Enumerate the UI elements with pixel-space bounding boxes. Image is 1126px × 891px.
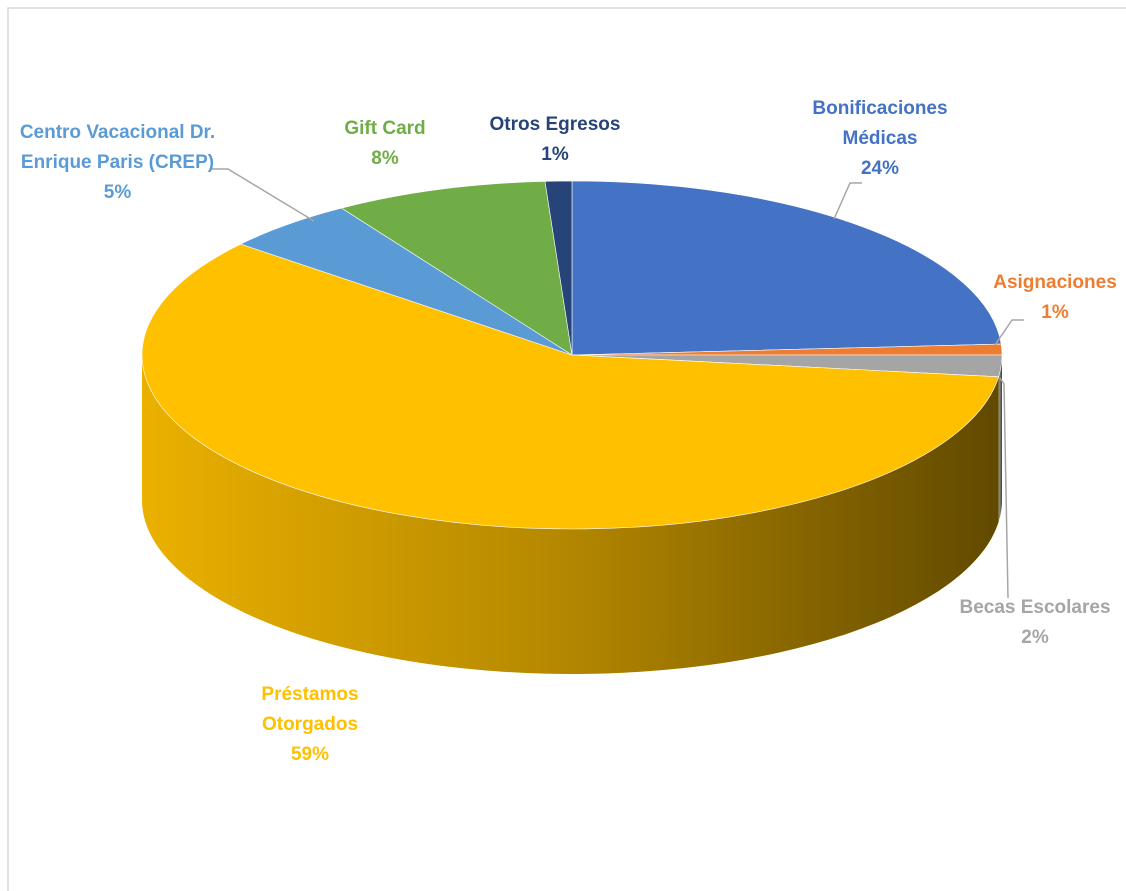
leader-line [833, 182, 862, 220]
data-label: Centro Vacacional Dr. Enrique Paris (CRE… [10, 118, 225, 208]
slice-name: Asignaciones [993, 272, 1117, 293]
pie-sides [142, 355, 1002, 674]
pie-slice [544, 180, 573, 356]
slice-name: Préstamos Otorgados [261, 684, 359, 735]
slice-name: Becas Escolares [959, 597, 1111, 618]
side-shade [998, 355, 1002, 522]
data-label: Asignaciones 1% [975, 268, 1126, 328]
leader-line [999, 377, 1009, 599]
slice-percent: 2% [1021, 627, 1049, 648]
data-label: Gift Card 8% [330, 114, 440, 174]
data-label: Becas Escolares 2% [920, 593, 1126, 653]
side-shade [142, 355, 999, 674]
leader-lines [210, 168, 1024, 599]
data-label: Otros Egresos 1% [460, 110, 650, 170]
slice-name: Centro Vacacional Dr. Enrique Paris (CRE… [19, 122, 216, 173]
pie-slice [340, 181, 573, 356]
slice-percent: 1% [1041, 302, 1069, 323]
pie-slice [141, 243, 1000, 530]
data-label: Bonificaciones Médicas 24% [780, 94, 980, 184]
leader-line [210, 168, 315, 222]
slice-percent: 59% [290, 744, 330, 765]
data-label: Préstamos Otorgados 59% [230, 680, 390, 770]
pie-tops [141, 180, 1003, 530]
leader-line [994, 319, 1024, 346]
chart-border [7, 7, 1126, 891]
slice-percent: 1% [541, 144, 569, 165]
slice-percent: 5% [103, 182, 132, 203]
slice-name: Gift Card [344, 118, 426, 139]
slice-name: Otros Egresos [489, 114, 621, 135]
slice-percent: 24% [860, 158, 900, 179]
pie-slice [571, 180, 1002, 356]
slice-name: Bonificaciones Médicas [812, 98, 948, 149]
slice-percent: 8% [371, 148, 399, 169]
